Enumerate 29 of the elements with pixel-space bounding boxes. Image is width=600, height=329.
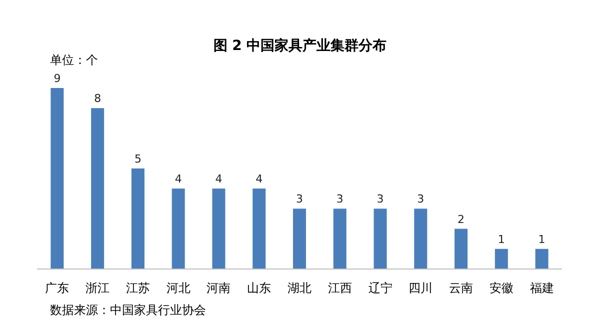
data-label: 2 — [458, 212, 465, 226]
data-label: 3 — [296, 192, 303, 206]
x-tick-label: 河南 — [206, 281, 231, 295]
x-tick-label: 江西 — [328, 281, 352, 295]
x-tick-label: 山东 — [247, 281, 272, 295]
x-tick-label: 浙江 — [86, 281, 110, 295]
data-label: 9 — [54, 72, 61, 85]
data-label: 1 — [498, 232, 505, 246]
data-label: 3 — [336, 192, 344, 206]
data-label: 4 — [215, 172, 222, 186]
x-tick-label: 四川 — [408, 281, 433, 295]
x-tick-label: 福建 — [530, 281, 554, 295]
data-label: 3 — [376, 192, 384, 206]
chart-title: 图 2 中国家具产业集群分布 — [213, 37, 387, 54]
x-tick-label: 辽宁 — [368, 281, 392, 295]
data-label: 4 — [174, 172, 182, 186]
x-tick-label: 江苏 — [126, 281, 150, 295]
source-note: 数据来源：中国家具行业协会 — [50, 303, 206, 317]
x-tick-label: 云南 — [449, 281, 474, 295]
x-tick-label: 安徽 — [489, 281, 514, 295]
x-tick-label: 湖北 — [288, 281, 312, 295]
data-label: 1 — [538, 232, 546, 246]
x-tick-label: 广东 — [45, 281, 70, 295]
data-label: 8 — [94, 92, 102, 106]
data-label: 3 — [417, 192, 424, 206]
data-label: 4 — [256, 172, 263, 186]
data-label: 5 — [134, 152, 142, 166]
text: 单位：个 — [50, 53, 98, 67]
x-tick-label: 河北 — [166, 281, 190, 295]
